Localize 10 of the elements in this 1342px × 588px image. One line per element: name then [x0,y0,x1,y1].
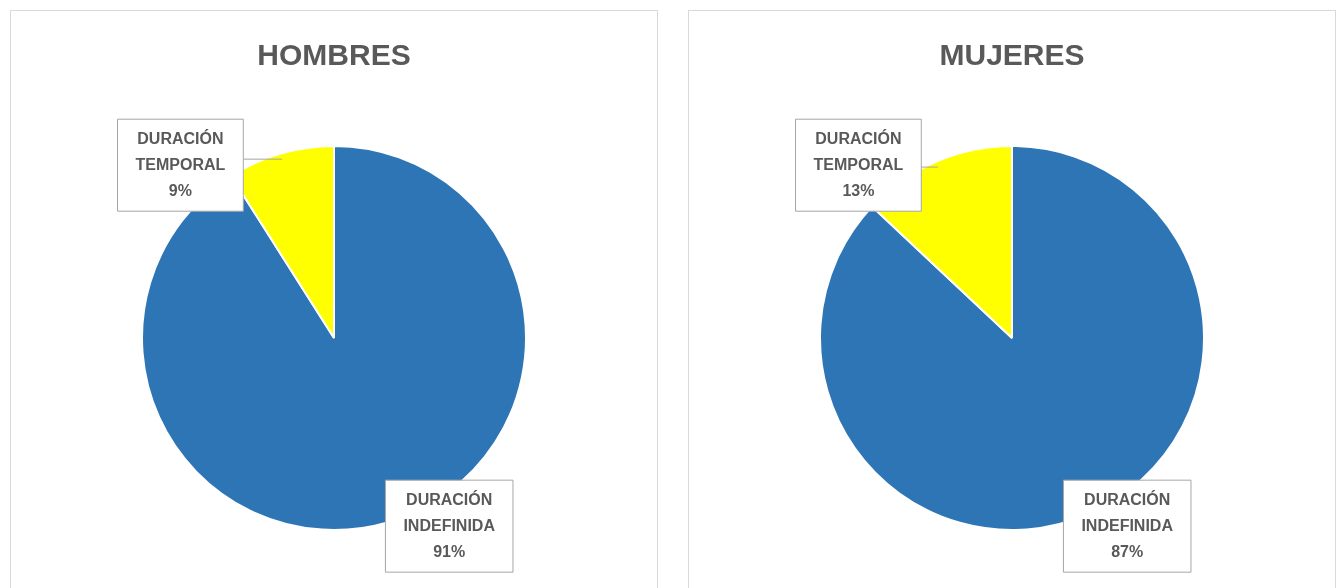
slice-label: DURACIÓN INDEFINIDA [403,489,496,534]
slice-label: DURACIÓN TEMPORAL [135,128,226,173]
slice-label: DURACIÓN TEMPORAL [813,128,904,173]
chart-title: HOMBRES [257,38,411,72]
slice-label: DURACIÓN INDEFINIDA [1081,489,1174,534]
data-label: 87% [1111,542,1144,560]
data-label: 13% [842,181,875,199]
chart-title: MUJERES [939,38,1085,72]
data-label: 91% [433,542,466,560]
data-label: 9% [168,181,192,199]
